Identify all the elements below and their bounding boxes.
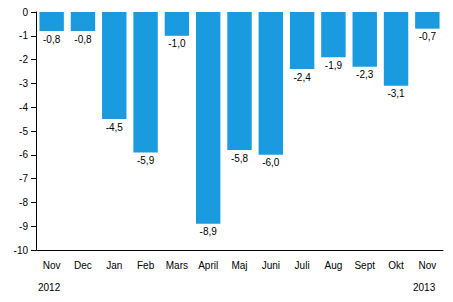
svg-text:-6,0: -6,0 [262,157,280,168]
svg-text:-4,5: -4,5 [106,122,124,133]
svg-text:Juni: Juni [262,260,280,271]
svg-text:-3,1: -3,1 [387,88,405,99]
svg-text:-7: -7 [19,173,28,184]
svg-text:-5,9: -5,9 [137,155,155,166]
svg-text:-0,8: -0,8 [74,34,92,45]
svg-text:Okt: Okt [388,260,404,271]
svg-text:Sept: Sept [354,260,375,271]
svg-text:-8: -8 [19,197,28,208]
svg-text:Feb: Feb [137,260,155,271]
svg-text:-0,8: -0,8 [43,34,61,45]
svg-text:2013: 2013 [413,282,436,293]
svg-text:Nov: Nov [418,260,436,271]
svg-text:April: April [198,260,218,271]
svg-text:-0,7: -0,7 [419,31,437,42]
svg-text:-3: -3 [19,78,28,89]
svg-text:-5: -5 [19,126,28,137]
svg-text:2012: 2012 [38,282,61,293]
svg-text:-4: -4 [19,102,28,113]
svg-text:Jan: Jan [106,260,122,271]
svg-text:-9: -9 [19,221,28,232]
svg-text:Juli: Juli [295,260,310,271]
svg-text:Dec: Dec [74,260,92,271]
svg-text:0: 0 [22,7,28,18]
svg-text:-6: -6 [19,149,28,160]
svg-text:-10: -10 [14,245,29,256]
svg-text:-1,9: -1,9 [325,60,343,71]
svg-text:Aug: Aug [325,260,343,271]
svg-text:-1,0: -1,0 [168,38,186,49]
svg-text:-2: -2 [19,54,28,65]
svg-text:-8,9: -8,9 [200,226,218,237]
svg-text:-2,4: -2,4 [293,72,311,83]
svg-text:Mars: Mars [166,260,188,271]
svg-text:-5,8: -5,8 [231,153,249,164]
svg-text:-1: -1 [19,30,28,41]
svg-text:Maj: Maj [231,260,247,271]
svg-text:Nov: Nov [43,260,61,271]
svg-text:-2,3: -2,3 [356,69,374,80]
